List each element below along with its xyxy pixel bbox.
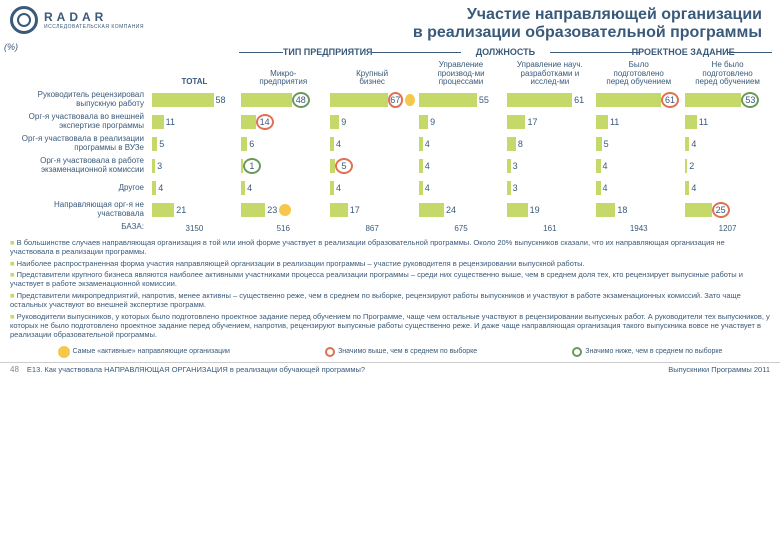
- bar-cell: 4: [594, 177, 683, 199]
- bar-cell: 5: [150, 133, 239, 155]
- base-value: 516: [239, 221, 328, 234]
- row-label: Орг-я участвовала в работе экзаменационн…: [8, 155, 150, 177]
- column-header: Былоподготовленоперед обучением: [594, 59, 683, 89]
- chart-row: Другое4444344: [8, 177, 772, 199]
- bar-cell: 55: [417, 89, 506, 111]
- page-number: 48: [10, 365, 19, 374]
- bar-cell: 3: [150, 155, 239, 177]
- bar-cell: 4: [417, 155, 506, 177]
- legend-item: Самые «активные» направляющие организаци…: [58, 346, 230, 358]
- column-header: Не былоподготовленоперед обучением: [683, 59, 772, 89]
- smiley-icon: [405, 94, 415, 106]
- group-header: ТИП ПРЕДПРИЯТИЯ: [239, 45, 417, 59]
- bar-cell: 11: [150, 111, 239, 133]
- chart-row: Орг-я участвовала в работе экзаменационн…: [8, 155, 772, 177]
- base-value: 1207: [683, 221, 772, 234]
- row-label: Руководитель рецензировал выпускную рабо…: [8, 89, 150, 111]
- page-title: Участие направляющей организации в реали…: [144, 6, 770, 43]
- base-row: БАЗА:315051686767516119431207: [8, 221, 772, 234]
- bar-cell: 19: [505, 199, 594, 221]
- chart-row: Направляющая орг-я не участвовала2123172…: [8, 199, 772, 221]
- group-header-row: ТИП ПРЕДПРИЯТИЯ ДОЛЖНОСТЬ ПРОЕКТНОЕ ЗАДА…: [8, 45, 772, 59]
- smiley-icon: [58, 346, 70, 358]
- bar-cell: 2: [683, 155, 772, 177]
- bar-cell: 23: [239, 199, 328, 221]
- bar-cell: 4: [328, 177, 417, 199]
- bar-cell: 3: [505, 177, 594, 199]
- bar-cell: 4: [328, 133, 417, 155]
- bar-cell: 5: [594, 133, 683, 155]
- bar-cell: 25: [683, 199, 772, 221]
- circle-lo-icon: [572, 347, 582, 357]
- chart-row: Руководитель рецензировал выпускную рабо…: [8, 89, 772, 111]
- header: RADAR ИССЛЕДОВАТЕЛЬСКАЯ КОМПАНИЯ Участие…: [0, 0, 780, 45]
- bar-cell: 53: [683, 89, 772, 111]
- logo-icon: [10, 6, 38, 34]
- circle-hi-icon: [325, 347, 335, 357]
- column-header: Микро-предприятия: [239, 59, 328, 89]
- group-header: ДОЛЖНОСТЬ: [417, 45, 595, 59]
- row-label: Орг-я участвовала во внешней экспертизе …: [8, 111, 150, 133]
- legend-item: Значимо ниже, чем в среднем по выборке: [572, 347, 722, 357]
- row-label: Направляющая орг-я не участвовала: [8, 199, 150, 221]
- bar-cell: 1: [239, 155, 328, 177]
- bar-cell: 9: [417, 111, 506, 133]
- chart-rows: Руководитель рецензировал выпускную рабо…: [8, 89, 772, 221]
- bar-cell: 4: [417, 177, 506, 199]
- footer-right: Выпускники Программы 2011: [668, 365, 770, 374]
- chart-row: Орг-я участвовала в реализации программы…: [8, 133, 772, 155]
- bar-cell: 61: [594, 89, 683, 111]
- bar-cell: 14: [239, 111, 328, 133]
- base-value: 3150: [150, 221, 239, 234]
- column-header: Управление науч.разработками иисслед-ми: [505, 59, 594, 89]
- bar-cell: 67: [328, 89, 417, 111]
- bar-cell: 18: [594, 199, 683, 221]
- chart-row: Орг-я участвовала во внешней экспертизе …: [8, 111, 772, 133]
- base-value: 675: [417, 221, 506, 234]
- base-value: 867: [328, 221, 417, 234]
- chart: ТИП ПРЕДПРИЯТИЯ ДОЛЖНОСТЬ ПРОЕКТНОЕ ЗАДА…: [0, 45, 780, 234]
- bar-cell: 4: [417, 133, 506, 155]
- bar-cell: 21: [150, 199, 239, 221]
- footer-question: E13. Как участвовала НАПРАВЛЯЮЩАЯ ОРГАНИ…: [27, 365, 365, 374]
- footer: 48 E13. Как участвовала НАПРАВЛЯЮЩАЯ ОРГ…: [0, 362, 780, 378]
- bar-cell: 4: [239, 177, 328, 199]
- bar-cell: 9: [328, 111, 417, 133]
- column-header: Управлениепроизвод-мипроцессами: [417, 59, 506, 89]
- bar-cell: 8: [505, 133, 594, 155]
- bar-cell: 4: [150, 177, 239, 199]
- bar-cell: 61: [505, 89, 594, 111]
- base-value: 161: [505, 221, 594, 234]
- percent-label: (%): [4, 42, 18, 52]
- bar-cell: 4: [683, 177, 772, 199]
- logo: RADAR ИССЛЕДОВАТЕЛЬСКАЯ КОМПАНИЯ: [10, 6, 144, 34]
- brand-name: RADAR: [44, 10, 144, 24]
- bar-cell: 17: [505, 111, 594, 133]
- bar-cell: 4: [594, 155, 683, 177]
- legend: Самые «активные» направляющие организаци…: [0, 344, 780, 360]
- bar-cell: 17: [328, 199, 417, 221]
- bar-cell: 5: [328, 155, 417, 177]
- bullets: ■ В большинстве случаев направляющая орг…: [0, 234, 780, 344]
- column-header: Крупныйбизнес: [328, 59, 417, 89]
- bar-cell: 58: [150, 89, 239, 111]
- column-header-row: TOTALМикро-предприятияКрупныйбизнесУправ…: [8, 59, 772, 89]
- bar-cell: 4: [683, 133, 772, 155]
- row-label: Орг-я участвовала в реализации программы…: [8, 133, 150, 155]
- base-value: 1943: [594, 221, 683, 234]
- bar-cell: 11: [683, 111, 772, 133]
- group-header: ПРОЕКТНОЕ ЗАДАНИЕ: [594, 45, 772, 59]
- bar-cell: 48: [239, 89, 328, 111]
- smiley-icon: [279, 204, 291, 216]
- bar-cell: 24: [417, 199, 506, 221]
- brand-sub: ИССЛЕДОВАТЕЛЬСКАЯ КОМПАНИЯ: [44, 24, 144, 30]
- row-label: Другое: [8, 177, 150, 199]
- bar-cell: 11: [594, 111, 683, 133]
- legend-item: Значимо выше, чем в среднем по выборке: [325, 347, 477, 357]
- bar-cell: 6: [239, 133, 328, 155]
- bar-cell: 3: [505, 155, 594, 177]
- base-label: БАЗА:: [8, 221, 150, 234]
- column-header: TOTAL: [150, 59, 239, 89]
